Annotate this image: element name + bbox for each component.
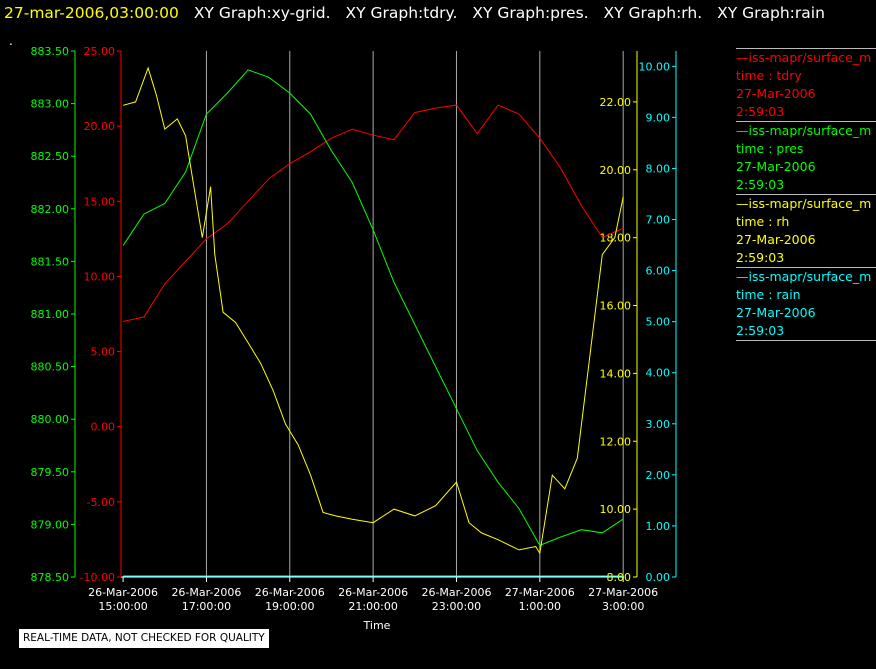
rain-tick-label: 2.00 [646,469,671,482]
legend-time: 2:59:03 [736,104,785,119]
tdry-series-line [122,104,624,322]
pres-tick-label: 883.50 [31,45,70,58]
pres-tick-label: 879.50 [31,466,70,479]
tdry-tick-label: -10.00 [80,571,115,584]
x-tick-label-date: 26-Mar-2006 [171,586,241,599]
legend-time: 2:59:03 [736,177,785,192]
rain-tick-label: 4.00 [646,367,671,380]
x-tick-label-date: 27-Mar-2006 [588,586,658,599]
x-axis-title: Time [363,619,391,632]
pres-tick-label: 883.00 [31,98,70,111]
legend-source: —iss-mapr/surface_m [736,123,872,138]
legend-source: —iss-mapr/surface_m [736,50,872,65]
x-tick-label-time: 15:00:00 [98,600,147,613]
rh-tick-label: 20.00 [600,164,632,177]
rh-tick-label: 16.00 [600,300,632,313]
tdry-tick-label: 5.00 [91,346,116,359]
legend-date: 27-Mar-2006 [736,86,816,101]
x-tick-label-date: 26-Mar-2006 [421,586,491,599]
title-tdry: XY Graph:tdry. [345,4,458,22]
tdry-tick-label: 10.00 [84,270,116,283]
tdry-tick-label: -5.00 [87,496,115,509]
pres-tick-label: 882.50 [31,150,70,163]
rh-tick-label: 12.00 [600,435,632,448]
rh-tick-label: 10.00 [600,503,632,516]
pres-tick-label: 881.50 [31,255,70,268]
rain-tick-label: 10.00 [639,60,671,73]
rain-tick-label: 8.00 [646,162,671,175]
title-dot: . [9,34,13,48]
pres-tick-label: 880.00 [31,413,70,426]
legend-entry-rh: —iss-mapr/surface_m time : rh 27-Mar-200… [736,194,876,267]
tdry-tick-label: 25.00 [84,45,116,58]
x-tick-label-time: 19:00:00 [265,600,314,613]
pres-tick-label: 880.50 [31,361,70,374]
pres-tick-label: 878.50 [31,571,70,584]
legend-time: 2:59:03 [736,323,785,338]
pres-tick-label: 879.00 [31,518,70,531]
rain-tick-label: 7.00 [646,214,671,227]
x-tick-label-time: 21:00:00 [348,600,397,613]
rain-tick-label: 1.00 [646,520,671,533]
legend-entry-pres: —iss-mapr/surface_m time : pres 27-Mar-2… [736,121,876,194]
legend-entry-rain: —iss-mapr/surface_m time : rain 27-Mar-2… [736,267,876,340]
title-pres: XY Graph:pres. [472,4,589,22]
x-tick-label-time: 17:00:00 [182,600,231,613]
quality-disclaimer: REAL-TIME DATA, NOT CHECKED FOR QUALITY [19,629,269,648]
x-tick-label-date: 27-Mar-2006 [505,586,575,599]
tdry-tick-label: 15.00 [84,195,116,208]
legend-date: 27-Mar-2006 [736,305,816,320]
rh-tick-label: 22.00 [600,96,632,109]
legend-variable: time : rain [736,287,801,302]
x-tick-label-time: 1:00:00 [519,600,561,613]
legend-divider [736,340,876,342]
legend-variable: time : rh [736,214,790,229]
legend-date: 27-Mar-2006 [736,232,816,247]
x-tick-label-time: 23:00:00 [432,600,481,613]
legend-date: 27-Mar-2006 [736,159,816,174]
x-tick-label-time: 3:00:00 [602,600,644,613]
legend-variable: time : pres [736,141,804,156]
rain-tick-label: 6.00 [646,265,671,278]
tdry-tick-label: 20.00 [84,120,116,133]
pres-tick-label: 881.00 [31,308,70,321]
rh-tick-label: 8.00 [607,571,632,584]
header-time: 27-mar-2006,03:00:00 [4,4,179,22]
legend-time: 2:59:03 [736,250,785,265]
legend-source: —iss-mapr/surface_m [736,196,872,211]
x-tick-label-date: 26-Mar-2006 [255,586,325,599]
title-rh: XY Graph:rh. [603,4,703,22]
pres-tick-label: 882.00 [31,203,70,216]
legend-variable: time : tdry [736,68,802,83]
x-tick-label-date: 26-Mar-2006 [88,586,158,599]
rain-tick-label: 0.00 [646,571,671,584]
tdry-tick-label: 0.00 [91,421,116,434]
rh-tick-label: 14.00 [600,367,632,380]
title-bar: 27-mar-2006,03:00:00 XY Graph:xy-grid. X… [0,0,876,26]
pres-series-line [122,69,624,547]
rain-tick-label: 9.00 [646,111,671,124]
legend-entry-tdry: —iss-mapr/surface_m time : tdry 27-Mar-2… [736,48,876,121]
legend-source: —iss-mapr/surface_m [736,269,872,284]
title-xy-grid: XY Graph:xy-grid. [193,4,331,22]
rain-tick-label: 3.00 [646,418,671,431]
x-tick-label-date: 26-Mar-2006 [338,586,408,599]
rain-tick-label: 5.00 [646,316,671,329]
rh-series-line [122,66,624,555]
legend: —iss-mapr/surface_m time : tdry 27-Mar-2… [736,48,876,342]
title-rain: XY Graph:rain [717,4,825,22]
